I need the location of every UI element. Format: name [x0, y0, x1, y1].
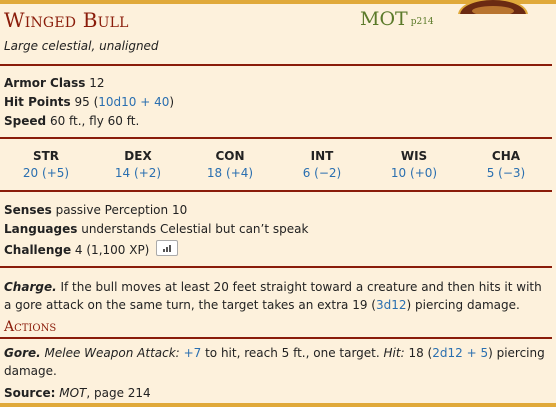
creature-type: Large celestial, unaligned — [4, 39, 159, 53]
statblock-header: Winged Bull MOT p214 — [4, 6, 552, 36]
trait-text: a gore attack on the same turn, the targ… — [4, 298, 376, 312]
ability-dex: DEX 14 (+2) — [92, 148, 184, 182]
divider — [0, 337, 552, 339]
divider — [0, 266, 552, 268]
creature-name: Winged Bull — [4, 8, 129, 32]
ability-value[interactable]: 5 (−3) — [486, 166, 526, 180]
action-line: Gore. Melee Weapon Attack: +7 to hit, re… — [4, 344, 548, 362]
speed-value: 60 ft., fly 60 ft. — [49, 114, 140, 128]
hit-points-row: Hit Points 95 (10d10 + 40) — [4, 95, 174, 109]
armor-class-value: 12 — [89, 76, 105, 90]
action-text: to hit, reach 5 ft., one target. — [201, 346, 380, 360]
hit-label: Hit: — [383, 346, 405, 360]
ability-name: DEX — [124, 149, 152, 163]
trait-roll[interactable]: 3d12 — [375, 298, 407, 312]
ability-name: CHA — [491, 149, 521, 163]
hit-points-close: ) — [169, 95, 175, 109]
ability-value[interactable]: 10 (+0) — [390, 166, 438, 180]
ability-int: INT 6 (−2) — [276, 148, 368, 182]
senses-value: passive Perception 10 — [55, 203, 188, 217]
trait-line: a gore attack on the same turn, the targ… — [4, 296, 548, 314]
source-row: Source: MOT, page 214 — [4, 386, 151, 400]
ability-name: WIS — [400, 149, 428, 163]
challenge-value: 4 (1,100 XP) — [74, 243, 150, 257]
hit-close: ) piercing — [488, 346, 545, 360]
challenge-row: Challenge 4 (1,100 XP) — [4, 240, 179, 257]
ability-value[interactable]: 20 (+5) — [22, 166, 70, 180]
senses-label: Senses — [4, 203, 52, 217]
source-label: Source: — [4, 386, 56, 400]
trait-text: ) piercing damage. — [406, 298, 520, 312]
statblock-top-border — [0, 0, 556, 4]
speed-row: Speed 60 ft., fly 60 ft. — [4, 114, 139, 128]
ability-value[interactable]: 6 (−2) — [302, 166, 342, 180]
speed-label: Speed — [4, 114, 47, 128]
hit-points-roll[interactable]: 10d10 + 40 — [98, 95, 170, 109]
to-hit-roll[interactable]: +7 — [183, 346, 202, 360]
languages-label: Languages — [4, 222, 78, 236]
divider — [0, 137, 552, 139]
action-type: Melee Weapon Attack: — [40, 346, 180, 360]
source-page: p214 — [410, 17, 434, 27]
hit-value: 18 ( — [404, 346, 433, 360]
damage-roll[interactable]: 2d12 + 5 — [432, 346, 489, 360]
action-name: Gore. — [4, 346, 41, 360]
divider — [0, 190, 552, 192]
trait-name: Charge. — [4, 280, 57, 294]
trait-text: If the bull moves at least 20 feet strai… — [56, 280, 542, 294]
source-book-link[interactable]: MOT — [59, 386, 87, 400]
trait-charge: Charge. If the bull moves at least 20 fe… — [4, 278, 548, 314]
armor-class-label: Armor Class — [4, 76, 86, 90]
ability-cha: CHA 5 (−3) — [460, 148, 552, 182]
languages-row: Languages understands Celestial but can’… — [4, 222, 308, 236]
challenge-label: Challenge — [4, 243, 72, 257]
armor-class-row: Armor Class 12 — [4, 76, 104, 90]
languages-value: understands Celestial but can’t speak — [81, 222, 309, 236]
hit-points-label: Hit Points — [4, 95, 71, 109]
ability-wis: WIS 10 (+0) — [368, 148, 460, 182]
action-line: damage. — [4, 362, 548, 380]
source-page-text: , page 214 — [86, 386, 151, 400]
trait-line: Charge. If the bull moves at least 20 fe… — [4, 278, 548, 296]
ability-con: CON 18 (+4) — [184, 148, 276, 182]
ability-name: STR — [32, 149, 60, 163]
ability-value[interactable]: 14 (+2) — [114, 166, 162, 180]
source-badge[interactable]: MOT p214 — [360, 8, 434, 30]
ability-str: STR 20 (+5) — [0, 148, 92, 182]
ability-name: CON — [215, 149, 245, 163]
actions-heading: Actions — [4, 319, 57, 335]
bar-chart-icon[interactable] — [156, 240, 179, 256]
action-gore: Gore. Melee Weapon Attack: +7 to hit, re… — [4, 344, 548, 380]
ability-name: INT — [310, 149, 334, 163]
ability-scores: STR 20 (+5) DEX 14 (+2) CON 18 (+4) INT … — [0, 148, 552, 184]
statblock-bottom-border — [0, 403, 556, 407]
hit-points-value: 95 ( — [74, 95, 99, 109]
divider — [0, 64, 552, 66]
source-abbr[interactable]: MOT — [360, 8, 408, 30]
token-image[interactable] — [458, 0, 528, 14]
ability-value[interactable]: 18 (+4) — [206, 166, 254, 180]
senses-row: Senses passive Perception 10 — [4, 203, 187, 217]
action-text: damage. — [4, 364, 57, 378]
